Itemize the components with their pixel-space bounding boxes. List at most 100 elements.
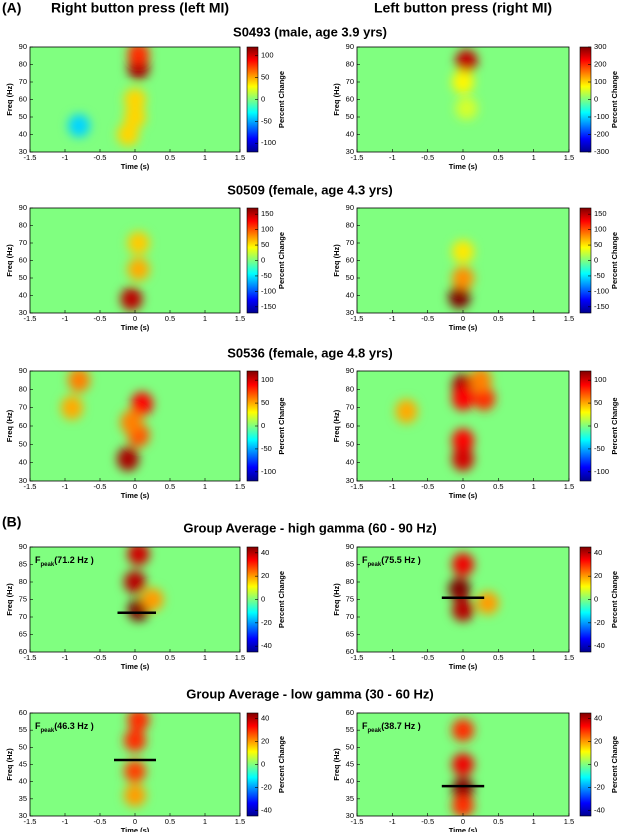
hotspot (61, 395, 83, 420)
y-tick-label: 70 (19, 238, 27, 247)
y-axis-label: Freq (Hz) (332, 409, 341, 442)
y-tick-label: 45 (346, 759, 354, 768)
peak-label: (38.7 Hz ) (381, 721, 421, 731)
y-tick-label: 50 (19, 273, 27, 282)
hotspot (448, 285, 471, 309)
x-tick-label: -1.5 (24, 482, 37, 491)
y-tick-label: 90 (19, 42, 27, 51)
y-tick-label: 45 (19, 759, 27, 768)
heatmap (120, 231, 150, 311)
colorbar-tick-label: 40 (594, 548, 602, 557)
x-tick-label: 1 (532, 653, 536, 662)
y-tick-label: 30 (346, 308, 354, 317)
y-tick-label: 40 (346, 290, 354, 299)
colorbar-label: Percent Change (277, 232, 286, 289)
panel-label: (B) (2, 514, 21, 530)
colorbar-tick-label: 20 (594, 737, 602, 746)
y-tick-label: 70 (346, 238, 354, 247)
y-tick-label: 30 (346, 147, 354, 156)
y-tick-label: 35 (346, 794, 354, 803)
x-tick-label: -1.5 (24, 817, 37, 826)
y-tick-label: 50 (346, 742, 354, 751)
heatmap (448, 240, 474, 309)
y-tick-label: 80 (19, 577, 27, 586)
y-tick-label: 30 (346, 811, 354, 820)
x-axis-label: Time (s) (121, 162, 150, 171)
colorbar-tick-label: 50 (594, 240, 602, 249)
y-tick-label: 85 (346, 559, 354, 568)
colorbar-tick-label: 200 (594, 59, 607, 68)
hotspot (452, 446, 474, 472)
y-tick-label: 50 (19, 742, 27, 751)
hotspot (452, 266, 474, 290)
x-tick-label: 0 (461, 653, 465, 662)
y-tick-label: 70 (346, 77, 354, 86)
y-tick-label: 40 (19, 458, 27, 467)
heatmap (452, 718, 474, 816)
colorbar-label: Percent Change (277, 71, 286, 128)
y-tick-label: 40 (346, 129, 354, 138)
x-tick-label: -1.5 (24, 653, 37, 662)
hotspot (452, 70, 474, 94)
y-tick-label: 70 (19, 77, 27, 86)
y-axis-label: Freq (Hz) (332, 748, 341, 781)
x-tick-label: -0.5 (421, 153, 434, 162)
colorbar-tick-label: -100 (594, 112, 609, 121)
x-axis-label: Time (s) (449, 662, 478, 671)
y-tick-label: 80 (19, 384, 27, 393)
x-tick-label: 1.5 (235, 482, 245, 491)
hotspot (452, 598, 474, 622)
x-tick-label: 0.5 (165, 817, 175, 826)
y-tick-label: 30 (19, 308, 27, 317)
colorbar-tick-label: 20 (261, 737, 269, 746)
y-tick-label: 75 (19, 594, 27, 603)
y-tick-label: 90 (19, 203, 27, 212)
y-tick-label: 60 (19, 421, 27, 430)
x-tick-label: 0 (461, 314, 465, 323)
x-tick-label: 0.5 (493, 314, 503, 323)
x-tick-label: 0.5 (165, 653, 175, 662)
x-axis-label: Time (s) (121, 491, 150, 500)
y-tick-label: 60 (346, 647, 354, 656)
colorbar-tick-label: -100 (594, 467, 609, 476)
x-tick-label: -1 (62, 314, 69, 323)
x-tick-label: -1 (62, 482, 69, 491)
hotspot (448, 577, 471, 601)
colorbar-label: Percent Change (277, 397, 286, 454)
colorbar-tick-label: -50 (261, 271, 272, 280)
colorbar-tick-label: 40 (261, 548, 269, 557)
x-tick-label: 0 (133, 817, 137, 826)
y-tick-label: 35 (19, 794, 27, 803)
y-tick-label: 70 (346, 612, 354, 621)
colorbar-tick-label: 300 (594, 42, 607, 51)
x-tick-label: 0 (133, 153, 137, 162)
x-tick-label: -0.5 (421, 314, 434, 323)
x-tick-label: 1 (532, 482, 536, 491)
y-tick-label: 80 (346, 384, 354, 393)
y-tick-label: 40 (19, 777, 27, 786)
colorbar-tick-label: -20 (261, 618, 272, 627)
colorbar-tick-label: 40 (261, 714, 269, 723)
y-tick-label: 50 (19, 439, 27, 448)
colorbar-tick-label: 0 (594, 255, 598, 264)
y-tick-label: 60 (19, 255, 27, 264)
colorbar-tick-label: 100 (594, 225, 607, 234)
colorbar-tick-label: 150 (261, 209, 274, 218)
hotspot (120, 410, 143, 435)
colorbar-tick-label: -100 (261, 138, 276, 147)
x-tick-label: 1.5 (564, 653, 574, 662)
y-tick-label: 90 (346, 42, 354, 51)
hotspot (117, 122, 139, 147)
peak-annotation: Fpeak(38.7 Hz ) (362, 721, 421, 733)
y-tick-label: 90 (346, 366, 354, 375)
colorbar-label: Percent Change (277, 736, 286, 793)
heatmap (124, 713, 150, 807)
x-tick-label: -1 (389, 482, 396, 491)
y-tick-label: 50 (346, 273, 354, 282)
colorbar-tick-label: -50 (261, 444, 272, 453)
x-tick-label: -0.5 (94, 653, 107, 662)
x-tick-label: 0.5 (493, 153, 503, 162)
y-tick-label: 80 (19, 220, 27, 229)
x-axis-label: Time (s) (449, 162, 478, 171)
